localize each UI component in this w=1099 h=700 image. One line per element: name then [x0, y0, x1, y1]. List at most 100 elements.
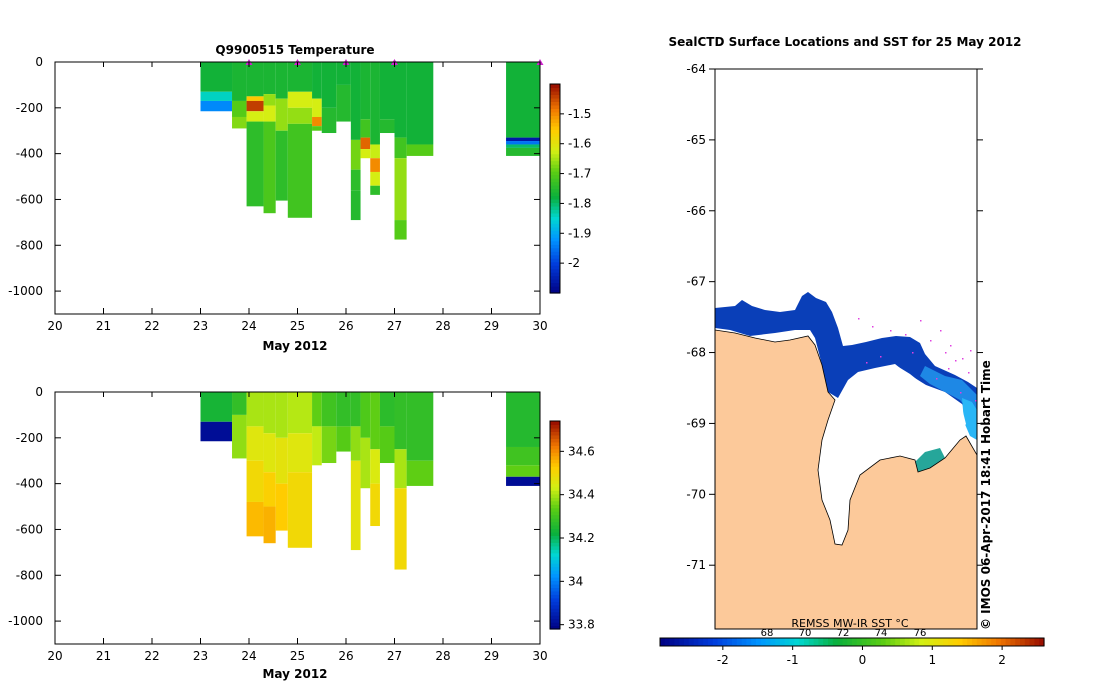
- cell-1-8-0: [336, 392, 351, 427]
- colorbar-segment: [550, 223, 560, 228]
- ctd-dot: [880, 356, 882, 358]
- sst-colorbar-segment: [938, 638, 944, 646]
- ctd-dot: [940, 330, 942, 332]
- colorbar-segment: [550, 87, 560, 92]
- sst-colorbar-segment: [736, 638, 743, 646]
- sst-colorbar-segment: [880, 638, 887, 646]
- cell-0-6-0: [312, 62, 322, 99]
- colorbar-tick-label: 33.8: [568, 618, 595, 632]
- colorbar-segment: [550, 174, 560, 179]
- cell-0-13-2: [394, 158, 407, 221]
- colorbar-tick-label: -1.7: [568, 167, 591, 181]
- ctd-dot: [866, 362, 868, 364]
- x-tick-label: 29: [484, 319, 499, 333]
- sst-colorbar-top-label: 74: [875, 628, 888, 639]
- sst-colorbar-tick-label: 2: [998, 653, 1006, 667]
- sst-colorbar-segment: [1024, 638, 1031, 646]
- map-colorbar-label: REMSS MW-IR SST °C: [791, 617, 909, 630]
- ctd-dot: [945, 352, 947, 354]
- x-tick-label: 29: [484, 649, 499, 663]
- temperature-title: Q9900515 Temperature: [215, 43, 374, 57]
- colorbar-segment: [550, 518, 560, 523]
- colorbar-segment: [550, 535, 560, 540]
- cell-1-5-0: [287, 392, 313, 434]
- cell-0-5-3: [287, 123, 313, 218]
- salinity-cells: [200, 392, 540, 570]
- cell-0-12-1: [379, 119, 395, 134]
- y-tick-label: -800: [16, 568, 43, 582]
- colorbar-segment: [550, 94, 560, 99]
- cell-1-5-2: [287, 472, 313, 548]
- sst-colorbar-segment: [679, 638, 685, 646]
- cell-0-2-3: [246, 111, 264, 122]
- cell-1-9-0: [350, 392, 361, 427]
- colorbar-segment: [550, 115, 560, 120]
- colorbar-segment: [550, 490, 560, 495]
- x-tick-label: 26: [338, 649, 353, 663]
- sst-colorbar-segment: [957, 638, 963, 646]
- ctd-dot: [955, 360, 957, 362]
- cell-0-3-1: [263, 94, 276, 106]
- cell-0-3-3: [263, 121, 276, 214]
- cell-0-9-1: [350, 139, 361, 170]
- ctd-dot: [948, 368, 950, 370]
- colorbar-segment: [550, 181, 560, 186]
- colorbar-segment: [550, 434, 560, 439]
- ctd-dot: [970, 350, 972, 352]
- cell-0-11-3: [370, 171, 380, 186]
- colorbar-segment: [550, 455, 560, 460]
- cell-1-6-1: [312, 426, 322, 466]
- sst-colorbar-segment: [1034, 638, 1040, 646]
- sst-colorbar-segment: [698, 638, 704, 646]
- lat-tick-label: -70: [686, 487, 706, 501]
- colorbar-segment: [550, 244, 560, 249]
- colorbar-tick-label: -1.6: [568, 137, 591, 151]
- colorbar-segment: [550, 462, 560, 467]
- cell-0-6-1: [312, 98, 322, 117]
- colorbar-segment: [550, 108, 560, 113]
- cell-0-4-1: [275, 98, 288, 131]
- colorbar-tick-label: -1.8: [568, 196, 591, 210]
- cell-0-15-2: [506, 141, 540, 145]
- x-tick-label: 24: [241, 319, 256, 333]
- colorbar-segment: [550, 594, 560, 599]
- colorbar-segment: [550, 549, 560, 554]
- colorbar-segment: [550, 279, 560, 284]
- y-tick-label: -200: [16, 101, 43, 115]
- colorbar-segment: [550, 459, 560, 464]
- cell-1-1-0: [232, 392, 247, 415]
- colorbar-segment: [550, 157, 560, 162]
- x-tick-label: 27: [387, 319, 402, 333]
- cell-0-13-0: [394, 62, 407, 138]
- colorbar-segment: [550, 139, 560, 144]
- cell-1-4-0: [275, 392, 288, 438]
- cell-0-4-0: [275, 62, 288, 99]
- colorbar-segment: [550, 97, 560, 103]
- x-tick-label: 28: [435, 319, 450, 333]
- x-tick-label: 23: [193, 649, 208, 663]
- cell-1-13-2: [394, 488, 407, 570]
- x-tick-label: 20: [47, 319, 62, 333]
- imos-credit: © IMOS 06-Apr-2017 18:41 Hobart Time: [979, 360, 993, 630]
- cell-0-11-4: [370, 185, 380, 195]
- sst-colorbar-segment: [996, 638, 1002, 646]
- colorbar-segment: [550, 258, 560, 263]
- sst-colorbar-segment: [919, 638, 925, 646]
- cell-0-10-2: [360, 137, 371, 150]
- sst-colorbar-segment: [972, 638, 978, 646]
- sst-colorbar-segment: [823, 638, 829, 646]
- colorbar-segment: [550, 590, 560, 595]
- colorbar-segment: [550, 216, 560, 221]
- colorbar-segment: [550, 445, 560, 450]
- cell-1-10-0: [360, 392, 371, 438]
- colorbar-segment: [550, 219, 560, 224]
- x-tick-label: 25: [290, 319, 305, 333]
- x-tick-label: 20: [47, 649, 62, 663]
- x-tick-label: 30: [532, 319, 547, 333]
- colorbar-frame: [549, 83, 561, 294]
- y-tick-label: 0: [35, 385, 43, 399]
- cell-0-9-0: [350, 62, 361, 140]
- colorbar-segment: [550, 424, 560, 429]
- cell-1-15-0: [506, 392, 540, 447]
